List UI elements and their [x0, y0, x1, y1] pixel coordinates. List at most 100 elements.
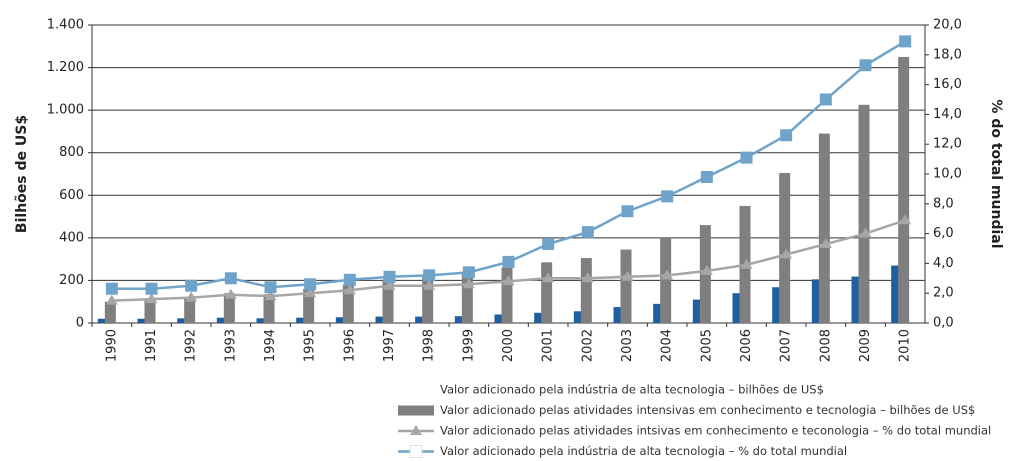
- bar: [184, 297, 196, 323]
- y2-tick-label: 18,0: [933, 47, 962, 62]
- point: [780, 129, 793, 142]
- x-tick-label: 2003: [620, 329, 635, 362]
- bar: [534, 312, 546, 323]
- x-tick-label: 2000: [501, 329, 516, 362]
- point: [423, 279, 436, 290]
- point: [740, 151, 753, 164]
- y-tick-label: 200: [59, 273, 84, 288]
- legend-text: Valor adicionado pela indústria de alta …: [440, 383, 824, 397]
- point: [462, 266, 475, 279]
- bar: [653, 303, 665, 323]
- bar: [104, 301, 116, 323]
- legend-swatch: [398, 405, 434, 416]
- y-tick-label: 1.400: [47, 18, 84, 33]
- x-tick-label: 2001: [541, 329, 556, 362]
- y-tick-label: 400: [59, 230, 84, 245]
- point: [621, 270, 634, 281]
- bar: [177, 318, 189, 323]
- y-tick-label: 0: [76, 316, 84, 331]
- bar: [613, 307, 625, 323]
- point: [145, 293, 158, 304]
- point: [661, 190, 674, 203]
- point: [859, 227, 872, 238]
- bar: [732, 293, 744, 323]
- x-tick-label: 1997: [382, 329, 397, 362]
- bar: [375, 316, 387, 323]
- bar: [335, 317, 347, 323]
- y2-tick-label: 4,0: [933, 256, 954, 271]
- y2-tick-label: 6,0: [933, 226, 954, 241]
- point: [185, 291, 198, 302]
- x-tick-label: 1991: [144, 329, 159, 362]
- y2-tick-label: 10,0: [933, 167, 962, 182]
- x-tick-label: 2006: [739, 329, 754, 362]
- point: [304, 287, 317, 298]
- point: [224, 272, 237, 285]
- bar: [891, 265, 903, 323]
- point: [819, 93, 832, 106]
- bar: [144, 300, 156, 323]
- y2-tick-label: 12,0: [933, 137, 962, 152]
- legend-text: Valor adicionado pelas atividades intens…: [440, 403, 975, 417]
- point: [740, 258, 753, 269]
- y2-axis-title: % do total mundial: [988, 99, 1004, 248]
- x-tick-label: 1998: [422, 329, 437, 362]
- x-tick-label: 2010: [898, 329, 913, 362]
- bar: [898, 56, 910, 324]
- point: [105, 294, 118, 305]
- bar: [216, 317, 228, 323]
- point: [145, 282, 158, 295]
- y2-tick-label: 8,0: [933, 196, 954, 211]
- point: [700, 264, 713, 275]
- point: [899, 35, 912, 48]
- bar: [580, 258, 592, 323]
- bar: [818, 133, 830, 323]
- y2-tick-label: 2,0: [933, 286, 954, 301]
- y-tick-label: 800: [59, 145, 84, 160]
- bar: [422, 276, 434, 323]
- point: [383, 270, 396, 283]
- x-tick-label: 2009: [858, 329, 873, 362]
- point: [581, 226, 594, 239]
- point: [185, 279, 198, 292]
- x-tick-label: 1992: [184, 329, 199, 362]
- bar: [382, 279, 394, 323]
- y-tick-label: 600: [59, 188, 84, 203]
- bar: [461, 274, 473, 323]
- point: [383, 279, 396, 290]
- bar: [779, 172, 791, 323]
- x-tick-label: 2008: [818, 329, 833, 362]
- bar: [137, 318, 149, 323]
- point: [462, 278, 475, 289]
- legend-swatch: [409, 445, 423, 458]
- point: [264, 281, 277, 294]
- y2-tick-label: 16,0: [933, 77, 962, 92]
- point: [581, 272, 594, 283]
- point: [899, 214, 912, 225]
- bar: [296, 317, 308, 323]
- point: [343, 273, 356, 286]
- bar: [454, 316, 466, 323]
- x-tick-label: 1990: [104, 329, 119, 362]
- x-tick-label: 2005: [699, 329, 714, 362]
- point: [542, 238, 555, 251]
- x-tick-label: 2007: [779, 329, 794, 362]
- bar: [256, 318, 268, 323]
- x-tick-label: 1994: [263, 329, 278, 362]
- bar: [851, 276, 863, 323]
- legend-text: Valor adicionado pela indústria de alta …: [440, 444, 847, 458]
- legend-swatch: [410, 425, 422, 435]
- y2-tick-label: 14,0: [933, 107, 962, 122]
- x-tick-label: 1996: [342, 329, 357, 362]
- x-tick-label: 1995: [303, 329, 318, 362]
- bar: [573, 311, 585, 323]
- bar: [692, 299, 704, 323]
- bar: [660, 237, 672, 323]
- point: [264, 290, 277, 301]
- point: [105, 282, 118, 295]
- bar: [620, 249, 632, 323]
- point: [304, 278, 317, 291]
- y2-tick-label: 20,0: [933, 18, 962, 33]
- point: [502, 255, 515, 268]
- bar: [97, 318, 109, 323]
